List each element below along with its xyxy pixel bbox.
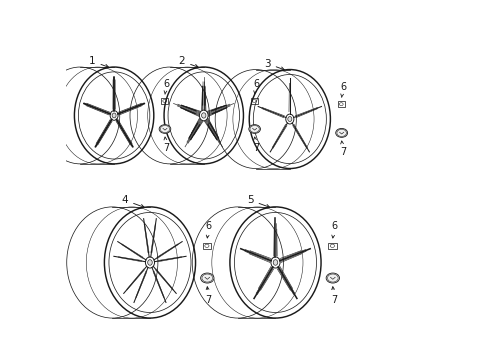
Text: 5: 5 <box>247 195 270 208</box>
Text: 7: 7 <box>163 137 170 153</box>
Text: 6: 6 <box>340 82 346 97</box>
Ellipse shape <box>147 260 152 265</box>
Bar <box>250 98 258 104</box>
Text: 6: 6 <box>163 79 170 94</box>
Ellipse shape <box>200 273 214 283</box>
Ellipse shape <box>159 125 171 133</box>
Text: 6: 6 <box>253 79 259 94</box>
Text: 1: 1 <box>89 56 109 68</box>
Bar <box>328 243 337 249</box>
Ellipse shape <box>288 117 292 122</box>
Text: 2: 2 <box>179 56 198 68</box>
Text: 7: 7 <box>253 137 259 153</box>
Bar <box>161 98 168 104</box>
Text: 7: 7 <box>206 287 212 305</box>
Ellipse shape <box>336 129 347 138</box>
Ellipse shape <box>326 273 340 283</box>
Bar <box>203 243 211 249</box>
Text: 7: 7 <box>340 141 346 157</box>
Bar <box>338 102 345 107</box>
Text: 4: 4 <box>122 195 144 208</box>
Text: 7: 7 <box>331 287 337 305</box>
Ellipse shape <box>112 113 116 118</box>
Ellipse shape <box>249 125 260 133</box>
Text: 6: 6 <box>206 221 212 238</box>
Ellipse shape <box>273 260 278 265</box>
Text: 6: 6 <box>331 221 337 238</box>
Text: 3: 3 <box>264 59 284 70</box>
Ellipse shape <box>201 113 206 118</box>
